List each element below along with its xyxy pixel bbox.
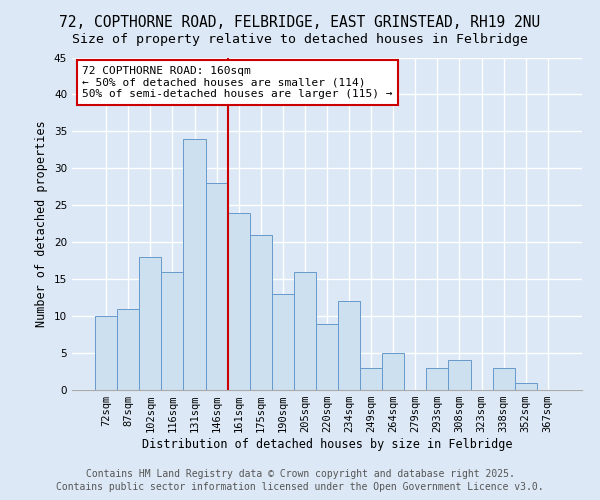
Bar	[493, 368, 515, 390]
Bar	[338, 302, 360, 390]
Text: Size of property relative to detached houses in Felbridge: Size of property relative to detached ho…	[72, 32, 528, 46]
Bar	[206, 183, 227, 390]
Bar	[294, 272, 316, 390]
Bar	[250, 235, 272, 390]
Y-axis label: Number of detached properties: Number of detached properties	[35, 120, 49, 327]
Bar	[448, 360, 470, 390]
Bar	[272, 294, 294, 390]
Bar	[139, 257, 161, 390]
Bar	[382, 353, 404, 390]
Bar	[316, 324, 338, 390]
Bar	[95, 316, 117, 390]
Bar	[515, 382, 537, 390]
X-axis label: Distribution of detached houses by size in Felbridge: Distribution of detached houses by size …	[142, 438, 512, 451]
Bar	[427, 368, 448, 390]
Bar	[117, 308, 139, 390]
Bar	[227, 212, 250, 390]
Text: 72, COPTHORNE ROAD, FELBRIDGE, EAST GRINSTEAD, RH19 2NU: 72, COPTHORNE ROAD, FELBRIDGE, EAST GRIN…	[59, 15, 541, 30]
Text: 72 COPTHORNE ROAD: 160sqm
← 50% of detached houses are smaller (114)
50% of semi: 72 COPTHORNE ROAD: 160sqm ← 50% of detac…	[82, 66, 392, 99]
Bar	[184, 139, 206, 390]
Bar	[360, 368, 382, 390]
Text: Contains HM Land Registry data © Crown copyright and database right 2025.
Contai: Contains HM Land Registry data © Crown c…	[56, 470, 544, 492]
Bar	[161, 272, 184, 390]
